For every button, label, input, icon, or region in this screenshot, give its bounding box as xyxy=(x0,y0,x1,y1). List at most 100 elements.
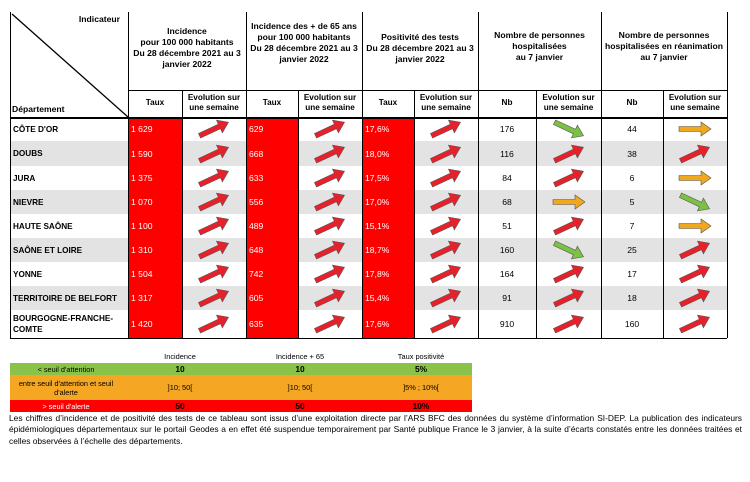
up-red-trend-arrow-icon xyxy=(310,168,350,188)
legend-value: ]10; 50[ xyxy=(287,382,313,392)
up-red-trend-arrow-icon xyxy=(310,192,350,212)
up-red-trend-arrow-icon xyxy=(549,168,589,188)
pos-value: 15,1% xyxy=(365,221,390,231)
up-red-trend-arrow-icon xyxy=(426,288,466,308)
inc65-value: 742 xyxy=(249,269,264,279)
flat-orange-trend-arrow-icon xyxy=(675,119,715,139)
taux-subheader: Taux xyxy=(145,98,165,107)
red-column-band xyxy=(362,117,414,338)
up-red-trend-arrow-icon xyxy=(194,119,234,139)
hosp-value: 176 xyxy=(499,124,515,134)
up-red-trend-arrow-icon xyxy=(675,314,715,334)
rea-value: 44 xyxy=(627,124,637,134)
up-red-trend-arrow-icon xyxy=(675,288,715,308)
hosp-value: 51 xyxy=(502,221,512,231)
down-green-trend-arrow-icon xyxy=(549,240,589,260)
up-red-trend-arrow-icon xyxy=(310,288,350,308)
pos-value: 17,5% xyxy=(365,173,390,183)
up-red-trend-arrow-icon xyxy=(310,119,350,139)
flat-orange-trend-arrow-icon xyxy=(675,216,715,236)
up-red-trend-arrow-icon xyxy=(675,144,715,164)
inc65-value: 605 xyxy=(249,293,264,303)
up-red-trend-arrow-icon xyxy=(549,288,589,308)
up-red-trend-arrow-icon xyxy=(310,240,350,260)
evolution-subheader: Evolution sur xyxy=(542,93,595,102)
up-red-trend-arrow-icon xyxy=(426,216,466,236)
hosp-value: 91 xyxy=(502,293,512,303)
department-name: HAUTE SAÔNE xyxy=(13,221,73,231)
group-header-line: au 7 janvier xyxy=(515,52,564,62)
up-red-trend-arrow-icon xyxy=(194,264,234,284)
red-column-band xyxy=(246,117,298,338)
grid-vline xyxy=(246,12,247,338)
inc65-value: 668 xyxy=(249,148,264,159)
hosp-value: 910 xyxy=(499,319,515,329)
pos-value: 17,8% xyxy=(365,269,390,279)
taux-subheader: Taux xyxy=(378,98,398,107)
up-red-trend-arrow-icon xyxy=(549,264,589,284)
inc-value: 1 317 xyxy=(131,293,153,303)
evolution-subheader: une semaine xyxy=(305,103,355,112)
hosp-value: 160 xyxy=(499,245,515,255)
department-name: TERRITOIRE DE BELFORT xyxy=(13,293,118,303)
evolution-subheader: une semaine xyxy=(543,103,594,112)
grid-vline xyxy=(298,90,299,338)
group-header-line: Incidence des + de 65 ans xyxy=(251,21,357,31)
department-name: JURA xyxy=(13,173,36,183)
evolution-subheader: une semaine xyxy=(189,103,239,112)
group-header-line: Du 28 décembre 2021 au 3 xyxy=(366,43,474,53)
group-header-line: janvier 2022 xyxy=(162,59,212,69)
up-red-trend-arrow-icon xyxy=(194,168,234,188)
rea-value: 7 xyxy=(629,221,635,231)
evolution-subheader: une semaine xyxy=(670,103,720,112)
rea-value: 25 xyxy=(627,245,637,255)
up-red-trend-arrow-icon xyxy=(426,119,466,139)
up-red-trend-arrow-icon xyxy=(426,168,466,188)
up-red-trend-arrow-icon xyxy=(549,216,589,236)
grid-vline xyxy=(601,12,602,338)
rea-value: 38 xyxy=(627,148,637,159)
department-name: CÔTE D'OR xyxy=(13,124,59,134)
grid-vline xyxy=(663,90,664,338)
grid-vline xyxy=(478,12,479,338)
grey-row-band xyxy=(10,238,128,262)
group-header-line: Incidence xyxy=(167,26,207,36)
group-header-line: hospitalisées en réanimation xyxy=(605,41,723,51)
grid-vline xyxy=(182,90,183,338)
rea-value: 6 xyxy=(629,173,635,183)
pos-value: 17,0% xyxy=(365,197,390,207)
inc-value: 1 504 xyxy=(131,269,153,279)
grid-hline xyxy=(128,90,727,91)
department-name: SAÔNE ET LOIRE xyxy=(13,245,83,255)
legend-value: 5% xyxy=(414,364,428,374)
hosp-value: 164 xyxy=(499,269,515,279)
legend-label: < seuil d'attention xyxy=(37,364,95,374)
grid-vline xyxy=(414,90,415,338)
legend-value: 10 xyxy=(175,364,185,374)
department-label: Département xyxy=(12,104,65,114)
grid-vline xyxy=(10,12,11,338)
inc-value: 1 590 xyxy=(131,148,153,159)
grey-row-band xyxy=(10,141,128,166)
flat-orange-trend-arrow-icon xyxy=(675,168,715,188)
legend-label: d'alerte xyxy=(54,387,78,397)
up-red-trend-arrow-icon xyxy=(194,314,234,334)
department-name: DOUBS xyxy=(13,149,43,158)
evolution-subheader: Evolution sur xyxy=(187,93,241,102)
legend-label: entre seuil d'attention et seuil xyxy=(18,378,114,388)
rea-value: 5 xyxy=(629,197,635,207)
red-column-band xyxy=(128,117,182,338)
inc-value: 1 070 xyxy=(131,197,153,207)
legend-value: 50 xyxy=(295,401,305,411)
up-red-trend-arrow-icon xyxy=(426,264,466,284)
inc65-value: 648 xyxy=(249,245,264,255)
legend-band xyxy=(10,400,472,412)
rea-value: 160 xyxy=(624,319,640,329)
corner-diagonal xyxy=(11,13,128,117)
hosp-value: 68 xyxy=(502,197,512,207)
hosp-value: 84 xyxy=(502,173,512,183)
up-red-trend-arrow-icon xyxy=(549,314,589,334)
up-red-trend-arrow-icon xyxy=(426,192,466,212)
inc-value: 1 629 xyxy=(131,124,153,134)
up-red-trend-arrow-icon xyxy=(310,264,350,284)
